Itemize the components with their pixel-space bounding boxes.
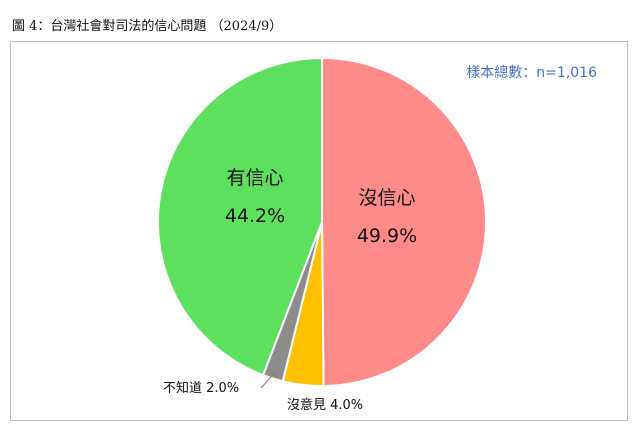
slice-label-2: 沒意見 4.0% xyxy=(287,397,363,413)
slice-label-3: 不知道 2.0% xyxy=(163,380,239,396)
slice-label-value-1: 49.9% xyxy=(357,225,417,247)
page-title: 圖 4：台灣社會對司法的信心問題 （2024/9） xyxy=(12,19,283,34)
chart-frame: 沒信心 49.9% 沒意見 4.0% 不知道 2.0% 有信心 44.2% 樣本總數：n=… xyxy=(10,41,628,421)
pie-slice-4 xyxy=(157,56,323,377)
pie-chart: 沒信心 49.9% 沒意見 4.0% 不知道 2.0% 有信心 44.2% xyxy=(157,56,487,413)
slice-label-value-4: 44.2% xyxy=(225,205,285,227)
leader-line-3 xyxy=(260,372,276,389)
slice-label-name-4: 有信心 xyxy=(226,167,283,189)
pie-slice-1 xyxy=(321,56,487,388)
slice-label-name-1: 沒信心 xyxy=(358,187,415,209)
sample-size-note: 樣本總數：n=1,016 xyxy=(466,65,597,81)
